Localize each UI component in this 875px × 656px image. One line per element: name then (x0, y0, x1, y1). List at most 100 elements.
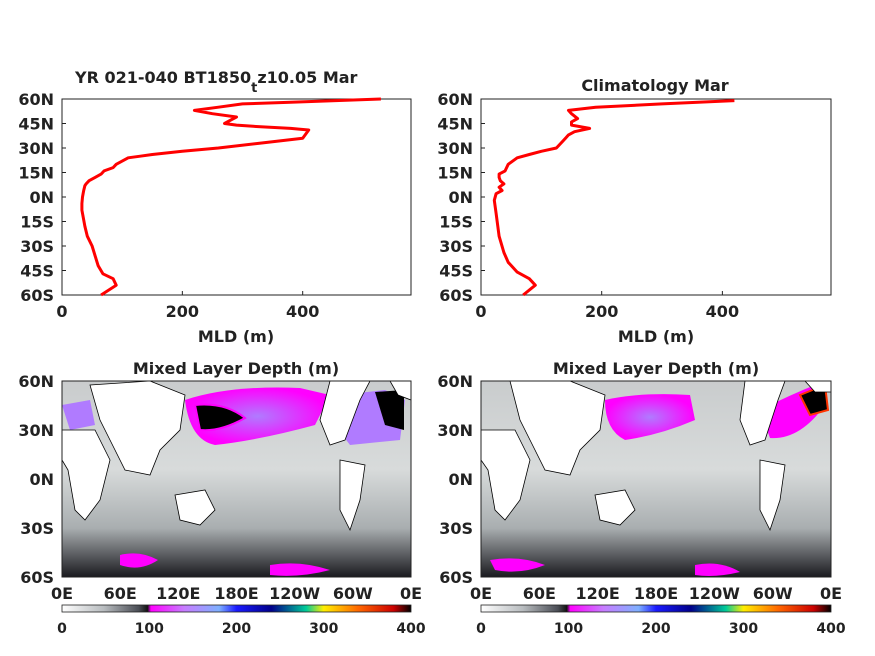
y-tick-labels: 60N 45N 30N 15N 0N 15S 30S 45S 60S (437, 90, 485, 305)
y-tick-label: 15S (439, 213, 473, 232)
panel-title: YR 021-040 BT1850tz10.05 Mar (74, 68, 358, 96)
panel-title: Mixed Layer Depth (m) (133, 359, 339, 378)
southern-ocean-high-mld (490, 558, 545, 572)
profile-panel-climatology: Climatology Mar 60N45N30N15N0N15S30S45S6… (437, 76, 832, 346)
y-tick-label: 60N (437, 372, 473, 391)
plot-frame (480, 98, 832, 296)
y-tick-label: 30N (437, 421, 473, 440)
colorbar-tick-labels: 0 100 200 300 400 (57, 621, 426, 637)
y-tick-label: 45S (439, 262, 473, 281)
north-pacific-high-mld (605, 394, 695, 440)
mediterranean-high-mld (62, 400, 95, 430)
y-tick-label: 30N (18, 421, 54, 440)
map-frame (480, 380, 832, 578)
x-tick-label: 60W (333, 584, 373, 603)
panel-title: Mixed Layer Depth (m) (553, 359, 759, 378)
y-tick-label: 30N (437, 139, 473, 158)
mld-map (61, 380, 412, 577)
eurasia-landmass (509, 380, 606, 476)
y-tick-label: 45N (18, 115, 54, 134)
x-tick-labels: 0E 60E 120E 180E 120W 60W 0E (470, 584, 842, 603)
labrador-deep-mld (375, 390, 404, 430)
eurasia-landmass (89, 380, 186, 476)
x-tick-label: 400 (706, 302, 739, 321)
colorbar-tick-label: 400 (816, 621, 845, 637)
x-tick-label: 60E (104, 584, 137, 603)
colorbar-tick-label: 300 (729, 621, 758, 637)
y-tick-label: 15S (20, 213, 54, 232)
y-tick-label: 45N (437, 115, 473, 134)
mld-profile-line (80, 97, 381, 297)
kuroshio-deep-mld (193, 403, 247, 432)
x-tick-label: 120W (689, 584, 740, 603)
mld-profile-line (492, 99, 735, 297)
y-tick-label: 0N (29, 188, 54, 207)
southern-ocean-high-mld (270, 563, 330, 576)
y-tick-label: 30S (439, 519, 473, 538)
y-tick-label: 30S (20, 519, 54, 538)
colorbar (480, 604, 832, 613)
x-tick-label: 0E (51, 584, 73, 603)
profile-panel-model: YR 021-040 BT1850tz10.05 Mar 60N 45N 30N 15… (18, 68, 412, 346)
x-tick-label: 200 (585, 302, 618, 321)
colorbar-tick-label: 400 (396, 621, 425, 637)
colorbar-tick-label: 0 (57, 621, 67, 637)
y-tick-label: 60N (18, 372, 54, 391)
x-tick-label: 120W (269, 584, 320, 603)
southern-ocean-high-mld (695, 563, 740, 576)
plot-frame (61, 98, 412, 296)
x-tick-label: 120E (156, 584, 200, 603)
y-tick-label: 0N (448, 470, 473, 489)
y-tick-label: 60S (20, 286, 54, 305)
north-pacific-high-mld (185, 387, 330, 445)
y-tick-label: 60S (20, 568, 54, 587)
africa-landmass (61, 429, 111, 521)
x-tick-labels: 0E 60E 120E 180E 120W 60W 0E (51, 584, 422, 603)
y-tick-label: 15N (18, 164, 54, 183)
mld-map (480, 380, 832, 577)
x-tick-label: 60W (753, 584, 793, 603)
y-tick-label: 60S (439, 568, 473, 587)
y-tick-label: 30N (18, 139, 54, 158)
y-tick-label: 30S (20, 237, 54, 256)
y-tick-label: 45S (20, 262, 54, 281)
x-tick-label: 0E (400, 584, 422, 603)
x-tick-label: 200 (166, 302, 199, 321)
colorbar-tick-labels: 0 100 200 300 400 (476, 621, 846, 637)
y-tick-label: 30S (439, 237, 473, 256)
y-tick-label: 0N (29, 470, 54, 489)
x-tick-label: 0 (475, 302, 486, 321)
x-tick-label: 0 (56, 302, 67, 321)
y-tick-labels: 60N 30N 0N 30S 60S (18, 372, 54, 587)
y-tick-label: 60S (439, 286, 473, 305)
y-tick-label: 15N (437, 164, 473, 183)
south-america-landmass (759, 459, 786, 532)
colorbar (61, 604, 412, 613)
y-tick-label: 60N (437, 90, 473, 109)
australia-landmass (174, 489, 216, 526)
x-tick-label: 120E (576, 584, 620, 603)
colorbar-tick-label: 0 (476, 621, 486, 637)
x-tick-label: 0E (820, 584, 842, 603)
colorbar-tick-label: 100 (135, 621, 164, 637)
colorbar-tick-label: 200 (641, 621, 670, 637)
australia-landmass (594, 489, 636, 526)
x-tick-label: 0E (470, 584, 492, 603)
y-tick-labels: 60N 30N 0N 30S 60S (437, 372, 473, 587)
colorbar-tick-label: 200 (222, 621, 251, 637)
south-america-landmass (339, 459, 366, 532)
y-tick-label: 0N (448, 188, 473, 207)
colorbar-tick-label: 100 (554, 621, 583, 637)
x-tick-label: 60E (523, 584, 556, 603)
x-axis-label: MLD (m) (618, 327, 694, 346)
x-tick-label: 180E (634, 584, 678, 603)
y-tick-labels: 60N 45N 30N 15N 0N 15S 30S 45S 60S (18, 90, 66, 305)
africa-landmass (480, 429, 531, 521)
x-axis-label: MLD (m) (198, 327, 274, 346)
map-frame (61, 380, 412, 578)
colorbar-tick-label: 300 (309, 621, 338, 637)
x-tick-label: 400 (286, 302, 319, 321)
